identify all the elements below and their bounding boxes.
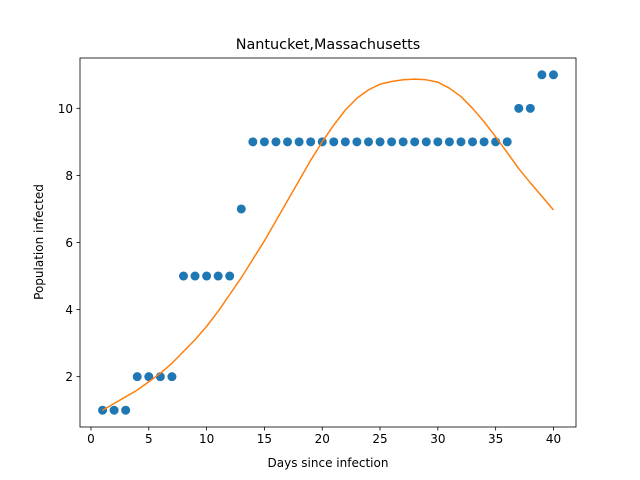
- scatter-point: [421, 137, 431, 147]
- chart-title: Nantucket,Massachusetts: [236, 37, 421, 53]
- y-tick-label: 4: [65, 303, 73, 317]
- scatter-point: [259, 137, 269, 147]
- scatter-point: [375, 137, 385, 147]
- scatter-point: [352, 137, 362, 147]
- x-tick-label: 0: [87, 432, 95, 446]
- scatter-point: [213, 271, 223, 281]
- x-axis-label: Days since infection: [268, 456, 389, 470]
- scatter-point: [248, 137, 258, 147]
- scatter-point: [398, 137, 408, 147]
- scatter-point: [225, 271, 235, 281]
- scatter-point: [340, 137, 350, 147]
- scatter-point: [178, 271, 188, 281]
- scatter-point: [132, 372, 142, 382]
- scatter-point: [363, 137, 373, 147]
- series-line-1: [102, 78, 555, 411]
- scatter-point: [502, 137, 512, 147]
- scatter-point: [190, 271, 200, 281]
- scatter-point: [410, 137, 420, 147]
- scatter-point: [109, 405, 119, 415]
- y-axis-label: Population infected: [32, 184, 46, 300]
- scatter-point: [329, 137, 339, 147]
- plot-area: 0 5 10 15 20 25 30 35 40 2 4 6 8 10: [58, 57, 577, 446]
- scatter-point: [537, 70, 547, 80]
- x-tick-label: 5: [145, 432, 153, 446]
- x-tick-label: 30: [430, 432, 445, 446]
- scatter-point: [144, 372, 154, 382]
- scatter-point: [306, 137, 316, 147]
- x-tick-label: 35: [488, 432, 503, 446]
- y-tick-label: 8: [65, 169, 73, 183]
- scatter-point: [387, 137, 397, 147]
- x-tick-label: 10: [199, 432, 214, 446]
- scatter-point: [514, 103, 524, 113]
- scatter-point: [271, 137, 281, 147]
- x-tick-label: 15: [257, 432, 272, 446]
- scatter-point: [456, 137, 466, 147]
- y-tick-label: 6: [65, 236, 73, 250]
- scatter-point: [202, 271, 212, 281]
- y-tick-label: 10: [58, 102, 73, 116]
- scatter-point: [433, 137, 443, 147]
- scatter-point: [121, 405, 131, 415]
- scatter-point: [236, 204, 246, 214]
- scatter-point: [294, 137, 304, 147]
- scatter-point: [468, 137, 478, 147]
- scatter-point: [548, 70, 558, 80]
- y-tick-label: 2: [65, 370, 73, 384]
- scatter-point: [479, 137, 489, 147]
- scatter-point: [167, 372, 177, 382]
- scatter-point: [444, 137, 454, 147]
- scatter-point: [283, 137, 293, 147]
- x-tick-label: 40: [546, 432, 561, 446]
- scatter-point: [525, 103, 535, 113]
- x-tick-label: 25: [372, 432, 387, 446]
- x-tick-label: 20: [315, 432, 330, 446]
